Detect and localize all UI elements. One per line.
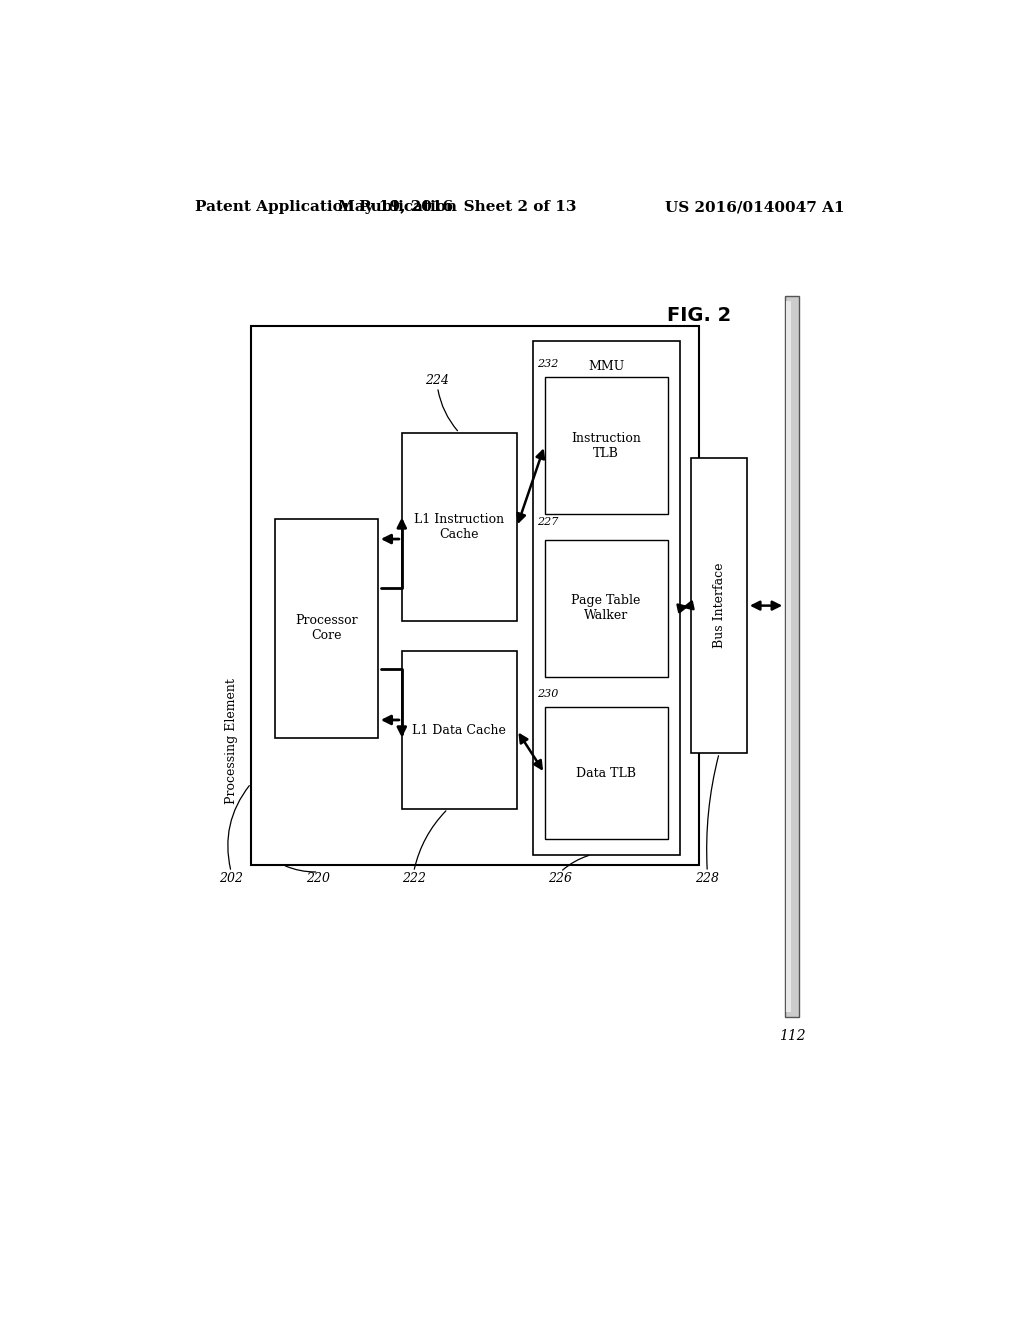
Bar [691, 458, 748, 752]
Bar [785, 296, 800, 1018]
Text: Processing Element: Processing Element [224, 678, 238, 804]
Text: L1 Instruction
Cache: L1 Instruction Cache [415, 513, 505, 541]
Text: Patent Application Publication: Patent Application Publication [196, 201, 458, 214]
Text: 202: 202 [219, 873, 243, 884]
Bar [274, 519, 378, 738]
Bar [785, 301, 791, 1012]
Text: 232: 232 [537, 359, 558, 368]
Text: L1 Data Cache: L1 Data Cache [413, 723, 506, 737]
Text: 228: 228 [695, 873, 719, 884]
Bar [401, 433, 517, 620]
Text: Page Table
Walker: Page Table Walker [571, 594, 641, 622]
Text: 226: 226 [549, 873, 572, 884]
Bar [401, 651, 517, 809]
Text: 230: 230 [537, 689, 558, 700]
Text: Instruction
TLB: Instruction TLB [571, 432, 641, 459]
Bar [545, 540, 668, 677]
Text: 224: 224 [426, 374, 450, 387]
Text: 220: 220 [306, 873, 331, 884]
Bar [532, 342, 680, 854]
Text: FIG. 2: FIG. 2 [668, 306, 731, 326]
Text: 222: 222 [401, 873, 426, 884]
Text: US 2016/0140047 A1: US 2016/0140047 A1 [666, 201, 845, 214]
Bar [545, 708, 668, 840]
Text: 112: 112 [779, 1030, 806, 1043]
Text: 227: 227 [537, 517, 558, 528]
Text: Processor
Core: Processor Core [295, 615, 357, 643]
Text: Data TLB: Data TLB [577, 767, 636, 780]
Text: Bus Interface: Bus Interface [713, 562, 726, 648]
Text: MMU: MMU [588, 359, 625, 372]
Text: May 19, 2016  Sheet 2 of 13: May 19, 2016 Sheet 2 of 13 [338, 201, 577, 214]
Bar [251, 326, 699, 865]
Bar [545, 378, 668, 515]
